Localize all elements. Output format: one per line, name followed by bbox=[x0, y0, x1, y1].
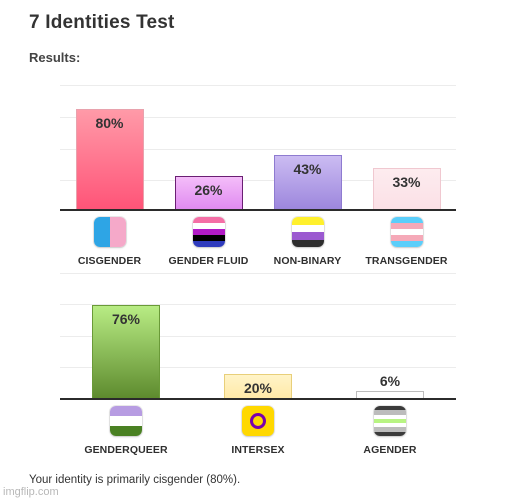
category-label-transgender: TRANSGENDER bbox=[365, 255, 448, 267]
gridline bbox=[60, 336, 456, 337]
bar-value-label: 26% bbox=[194, 182, 223, 198]
bar-value-label: 80% bbox=[95, 115, 124, 131]
gridline bbox=[60, 149, 456, 150]
chart-baseline bbox=[60, 209, 456, 211]
gridline bbox=[60, 180, 456, 181]
genderqueer-flag-icon bbox=[110, 406, 142, 436]
transgender-flag-icon bbox=[390, 217, 423, 247]
bar-value-label: 33% bbox=[392, 174, 421, 190]
gender-fluid-flag-icon bbox=[192, 217, 225, 247]
bar-agender: 6% bbox=[356, 373, 424, 398]
category-label-non-binary: NON-BINARY bbox=[273, 255, 342, 267]
gridline bbox=[60, 367, 456, 368]
results-heading: Results: bbox=[29, 50, 81, 65]
bar-cisgender: 80% bbox=[75, 109, 144, 209]
bar-value-label: 20% bbox=[243, 380, 273, 396]
gridline bbox=[60, 304, 456, 305]
summary-text: Your identity is primarily cisgender (80… bbox=[29, 474, 241, 486]
bar-value-label: 6% bbox=[379, 373, 401, 389]
category-label-cisgender: CISGENDER bbox=[77, 255, 142, 267]
category-label-gender-fluid: GENDER FLUID bbox=[168, 255, 249, 267]
cisgender-flag-icon bbox=[93, 217, 126, 247]
bar-transgender: 33% bbox=[372, 168, 441, 209]
agender-flag-icon bbox=[374, 406, 406, 436]
bar-intersex: 20% bbox=[224, 374, 292, 398]
gridline bbox=[60, 85, 456, 86]
non-binary-flag-icon bbox=[291, 217, 324, 247]
bar-value-label: 43% bbox=[293, 161, 322, 177]
bar-gender-fluid: 26% bbox=[174, 176, 243, 209]
section-divider bbox=[60, 273, 456, 274]
bar-non-binary: 43% bbox=[273, 155, 342, 209]
gridline bbox=[60, 117, 456, 118]
intersex-flag-icon bbox=[242, 406, 274, 436]
category-label-intersex: INTERSEX bbox=[231, 444, 285, 456]
bar-value-label: 76% bbox=[111, 311, 141, 327]
chart-baseline bbox=[60, 398, 456, 400]
watermark: imgflip.com bbox=[3, 486, 59, 498]
page-title: 7 Identities Test bbox=[29, 12, 175, 33]
category-label-genderqueer: GENDERQUEER bbox=[84, 444, 168, 456]
category-label-agender: AGENDER bbox=[363, 444, 417, 456]
bar-genderqueer: 76% bbox=[92, 305, 160, 398]
